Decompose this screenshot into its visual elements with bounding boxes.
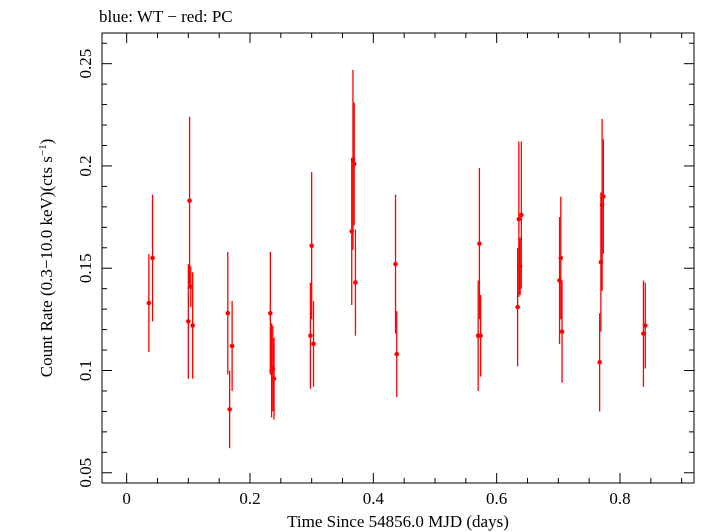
y-axis-label-end: ) — [37, 139, 56, 145]
data-point — [353, 280, 358, 285]
x-axis-label: Time Since 54856.0 MJD (days) — [287, 512, 509, 531]
y-tick-label: 0.05 — [76, 458, 95, 488]
data-point — [597, 360, 602, 365]
data-point — [394, 351, 400, 357]
axis-tick-labels: 0 0.2 0.4 0.6 0.8 0.05 0.1 0.15 0.2 0.25 — [76, 49, 631, 508]
data-point — [559, 329, 565, 334]
x-tick-label: 0.6 — [486, 489, 507, 508]
plot-frame — [101, 32, 695, 484]
data-point — [519, 212, 524, 218]
data-point — [186, 319, 191, 324]
data-point — [187, 198, 192, 204]
data-point — [268, 310, 273, 316]
data-point — [478, 333, 483, 339]
data-point — [309, 243, 314, 249]
data-point — [229, 343, 235, 349]
x-tick-label: 0.8 — [609, 489, 630, 508]
data-point — [150, 255, 155, 261]
data-point — [190, 323, 195, 328]
data-point — [271, 376, 277, 381]
axis-ticks — [102, 33, 694, 483]
data-point — [558, 255, 564, 261]
y-tick-label: 0.25 — [76, 49, 95, 79]
data-point — [146, 300, 152, 306]
data-point — [601, 194, 606, 199]
y-axis-label-sup: −1 — [37, 144, 49, 156]
x-tick-label: 0.4 — [363, 489, 385, 508]
data-point — [516, 216, 522, 222]
data-point — [477, 241, 482, 246]
data-point — [227, 407, 232, 412]
y-axis-label-main: Count Rate (0.3−10.0 keV)(cts s — [37, 156, 56, 377]
data-point — [308, 333, 313, 339]
data-point — [642, 323, 648, 328]
y-tick-label: 0.15 — [76, 253, 95, 283]
y-tick-label: 0.1 — [76, 360, 95, 381]
y-tick-label: 0.2 — [76, 155, 95, 176]
data-point — [641, 331, 646, 336]
x-tick-label: 0.2 — [239, 489, 260, 508]
data-point — [188, 284, 194, 289]
data-point — [311, 341, 316, 347]
y-axis-label: Count Rate (0.3−10.0 keV)(cts s−1) — [37, 139, 56, 378]
data-series — [146, 69, 648, 449]
data-point — [393, 261, 398, 267]
data-point — [351, 161, 357, 167]
x-tick-label: 0 — [122, 489, 131, 508]
data-point — [225, 310, 231, 316]
chart-title: blue: WT − red: PC — [99, 7, 233, 26]
data-point — [515, 304, 520, 310]
